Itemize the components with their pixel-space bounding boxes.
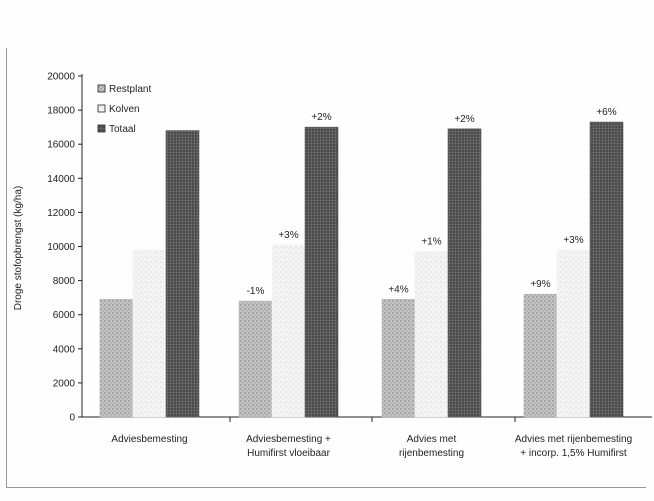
data-label: +2% [311, 112, 331, 123]
data-label: +1% [421, 237, 441, 248]
category-label: Advies met rijenbemesting [515, 434, 632, 445]
legend-label: Restplant [109, 84, 151, 95]
y-tick-label: 20000 [47, 72, 75, 83]
category-label: rijenbemesting [399, 448, 464, 459]
legend-label: Kolven [109, 104, 140, 115]
category-label: + incorp. 1,5% Humifirst [520, 448, 627, 459]
bar-restplant [523, 293, 558, 418]
y-tick-label: 8000 [53, 276, 76, 287]
bar-kolven [414, 251, 449, 418]
bar-totaal [589, 121, 624, 418]
bar-restplant [99, 299, 134, 418]
data-label: +9% [530, 279, 550, 290]
y-tick-label: 10000 [47, 242, 75, 253]
legend-swatch-kolven [97, 104, 106, 113]
bar-totaal [165, 130, 200, 418]
bars [99, 121, 624, 418]
bar-kolven [271, 244, 306, 418]
legend-label: Totaal [109, 124, 136, 135]
data-label: +4% [388, 284, 408, 295]
data-labels: -1% +4% +9% +3% +1% +3% +2% +2% +6% [247, 107, 617, 297]
data-label: -1% [247, 286, 265, 297]
frame-left-border [6, 48, 7, 488]
y-tick-label: 12000 [47, 208, 75, 219]
y-tick-label: 16000 [47, 140, 75, 151]
bar-restplant [238, 300, 273, 418]
y-tick-label: 0 [69, 413, 75, 424]
bar-kolven [132, 249, 167, 418]
data-label: +6% [596, 107, 616, 118]
legend-swatch-totaal [97, 124, 106, 133]
legend-swatch-restplant [97, 84, 106, 93]
legend: Restplant Kolven Totaal [97, 84, 151, 135]
y-axis-title: Droge stofopbrengst (kg/ha) [13, 186, 24, 311]
bar-totaal [447, 128, 482, 418]
category-label: Advies met [407, 434, 457, 445]
category-label: Adviesbemesting + [246, 434, 331, 445]
y-tick-label: 6000 [53, 310, 76, 321]
data-label: +2% [454, 114, 474, 125]
data-label: +3% [278, 230, 298, 241]
bar-totaal [304, 126, 339, 418]
category-label: Adviesbemesting [111, 434, 187, 445]
category-labels: Adviesbemesting Adviesbemesting + Humifirs… [111, 434, 632, 459]
y-tick-label: 4000 [53, 344, 76, 355]
bar-restplant [381, 299, 416, 418]
category-label: Humifirst vloeibaar [247, 448, 330, 459]
frame-bottom-border [6, 487, 646, 488]
data-label: +3% [563, 235, 583, 246]
y-tick-label: 18000 [47, 106, 75, 117]
y-tick-label: 2000 [53, 378, 76, 389]
y-tick-label: 14000 [47, 174, 75, 185]
bar-kolven [556, 249, 591, 418]
